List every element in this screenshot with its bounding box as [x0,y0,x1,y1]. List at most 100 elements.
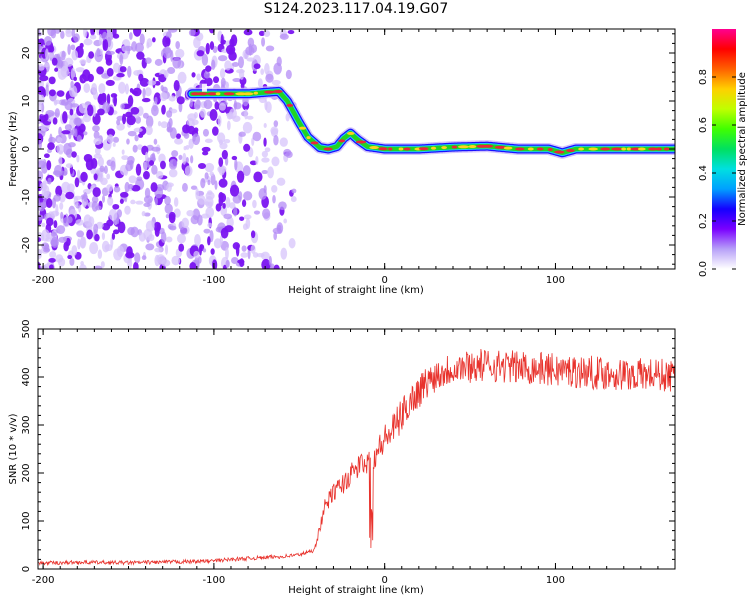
snr-series-line [38,348,675,567]
noise-blob [168,168,178,178]
noise-blob [252,252,259,258]
snr-y-tick-label: 300 [21,415,32,434]
noise-blob [185,156,189,164]
noise-blob [133,29,142,37]
noise-blob [112,136,120,143]
noise-blob [53,164,63,178]
noise-blob [242,223,248,231]
noise-blob [273,231,278,241]
noise-blob [218,102,226,111]
ridge-bead [536,147,544,151]
noise-blob [145,243,155,251]
noise-blob [224,247,229,260]
noise-blob [209,108,218,121]
ridge-bead [600,147,611,151]
noise-blob [111,232,116,240]
noise-blob [141,211,146,217]
noise-blob [92,187,101,198]
noise-blob [200,177,206,189]
noise-blob [45,48,49,61]
noise-blob [197,162,207,170]
ridge-bead [273,89,283,93]
noise-blob [60,30,65,39]
noise-blob [223,139,231,144]
noise-blob [211,59,216,70]
noise-blob [218,157,224,167]
noise-blob [169,127,177,139]
noise-blob [261,37,266,47]
noise-blob [154,197,158,206]
noise-blob [182,182,188,192]
noise-blob [135,42,144,53]
noise-blob [77,238,81,250]
noise-blob [175,48,185,59]
noise-blob [93,130,100,140]
noise-blob [135,163,142,176]
noise-blob [151,152,156,163]
noise-blob [97,249,103,259]
noise-blob [87,73,94,83]
noise-blob [154,254,160,267]
noise-blob [38,29,41,35]
noise-blob [224,60,232,71]
noise-blob [164,244,169,255]
noise-blob [67,216,73,224]
ridge-bead [483,144,494,148]
noise-blob [144,151,149,162]
noise-blob [54,29,61,34]
noise-blob [255,155,259,165]
snr-x-tick-label: 100 [546,575,565,586]
noise-blob [60,211,64,219]
noise-blob [92,125,100,132]
noise-blob [73,76,77,81]
spectrogram-x-tick-label: -100 [203,275,226,286]
noise-blob [211,259,218,269]
noise-blob [91,83,98,94]
noise-blob [261,170,269,175]
ridge-bead [621,147,627,151]
noise-blob [132,87,142,97]
noise-blob [260,68,265,75]
noise-blob [232,242,241,250]
noise-blob [141,97,151,103]
snr-panel: -200 -100 0 100 0 100 200 300 400 500 Height of s… [8,319,676,596]
noise-blob [243,29,253,36]
ridge-bead [310,141,319,145]
noise-blob [192,208,201,221]
noise-blob [61,130,71,135]
noise-blob [166,66,176,75]
ridge-bead [663,147,670,151]
noise-blob [144,187,151,199]
noise-blob [139,33,145,45]
noise-blob [249,160,258,166]
noise-blob [188,138,194,149]
snr-x-tick-label: -100 [203,575,226,586]
noise-blob [136,51,145,60]
noise-blob [116,119,121,126]
noise-blob [50,231,57,237]
snr-y-tick-label: 200 [21,463,32,482]
ridge-bead [637,147,646,151]
noise-blob [59,202,64,210]
noise-blob [242,121,253,134]
noise-blob [265,73,274,83]
noise-blob [166,121,171,132]
noise-blob [271,184,278,193]
ridge-bead [503,146,513,150]
noise-blob [93,265,103,269]
noise-blob [233,102,242,110]
colorbar-gradient [712,29,736,269]
noise-blob [168,95,176,102]
noise-blob [64,57,74,67]
noise-blob [90,157,98,169]
noise-blob [232,78,242,83]
noise-blob [218,192,224,200]
noise-blob [287,30,295,35]
ridge-bead [547,147,553,151]
noise-blob [83,83,91,93]
noise-blob [247,37,255,48]
noise-blob [273,62,282,75]
noise-blob [70,80,74,89]
noise-blob [271,156,280,167]
